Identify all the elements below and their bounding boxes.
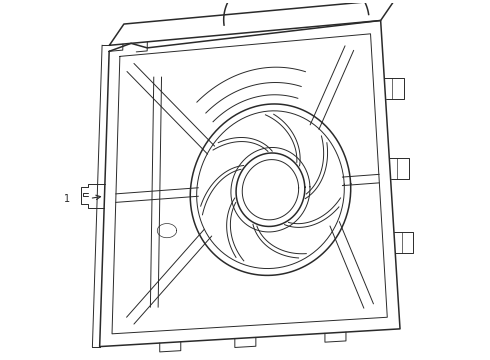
Text: 1: 1 [64,194,70,203]
